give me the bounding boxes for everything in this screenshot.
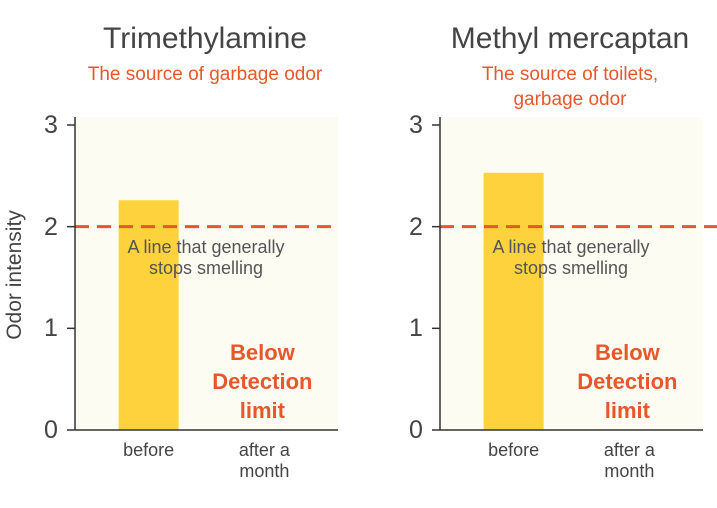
y-tick-label: 0: [44, 416, 58, 444]
y-tick-label: 1: [44, 314, 58, 343]
chart-title: Methyl mercaptan: [450, 22, 690, 55]
x-tick-label: before: [488, 440, 540, 460]
annotation: Below Detection limit: [577, 340, 678, 423]
bar: [118, 200, 179, 430]
y-tick-label: 3: [44, 111, 58, 139]
y-tick-label: 2: [44, 212, 58, 241]
bar: [483, 172, 544, 431]
y-axis-label: Odor intensity: [3, 210, 26, 340]
x-tick-label: after a month: [238, 440, 290, 481]
reference-label: A line that generally stops smelling: [492, 237, 650, 278]
y-tick-label: 1: [409, 314, 423, 343]
annotation: Below Detection limit: [212, 340, 313, 423]
y-tick-label: 3: [409, 111, 423, 139]
y-tick-label: 2: [409, 212, 423, 241]
subtitle: The source of garbage odor: [87, 64, 323, 85]
y-tick-label: 0: [409, 416, 423, 444]
x-tick-label: before: [123, 440, 175, 460]
chart-title: Trimethylamine: [103, 22, 307, 55]
reference-label: A line that generally stops smelling: [127, 237, 285, 278]
x-tick-label: after a month: [603, 440, 655, 481]
subtitle: The source of toilets, garbage odor: [481, 64, 659, 110]
